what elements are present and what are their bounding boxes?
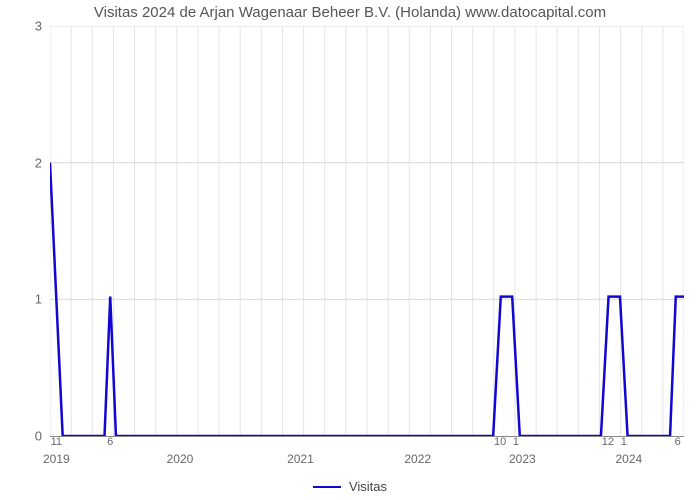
- x-tick-year: 2021: [287, 452, 314, 466]
- x-tick-year: 2023: [509, 452, 536, 466]
- y-tick-label: 2: [2, 155, 42, 170]
- x-tick-month: 12: [602, 436, 614, 448]
- x-tick-year: 2020: [167, 452, 194, 466]
- legend-label: Visitas: [349, 479, 387, 494]
- plot-svg: [50, 26, 684, 436]
- x-tick-month: 11: [51, 436, 62, 448]
- x-tick-year: 2022: [404, 452, 431, 466]
- x-tick-month: 6: [107, 436, 113, 448]
- x-tick-year: 2024: [615, 452, 642, 466]
- legend-swatch: [313, 486, 341, 488]
- x-tick-month: 1: [621, 436, 627, 448]
- x-tick-month: 10: [494, 436, 506, 448]
- y-tick-label: 3: [2, 19, 42, 34]
- x-tick-month: 6: [675, 436, 681, 448]
- x-tick-month: 1: [513, 436, 519, 448]
- x-tick-year: 2019: [43, 452, 70, 466]
- y-tick-label: 1: [2, 292, 42, 307]
- y-tick-label: 0: [2, 429, 42, 444]
- legend: Visitas: [0, 479, 700, 494]
- x-tick-labels-line2: 201920202021202220232024: [50, 452, 684, 468]
- chart-title: Visitas 2024 de Arjan Wagenaar Beheer B.…: [0, 4, 700, 21]
- plot-area: [50, 26, 684, 437]
- x-tick-labels-line1: 11 6 10 1 12 1 6: [50, 436, 684, 452]
- chart-container: Visitas 2024 de Arjan Wagenaar Beheer B.…: [0, 0, 700, 500]
